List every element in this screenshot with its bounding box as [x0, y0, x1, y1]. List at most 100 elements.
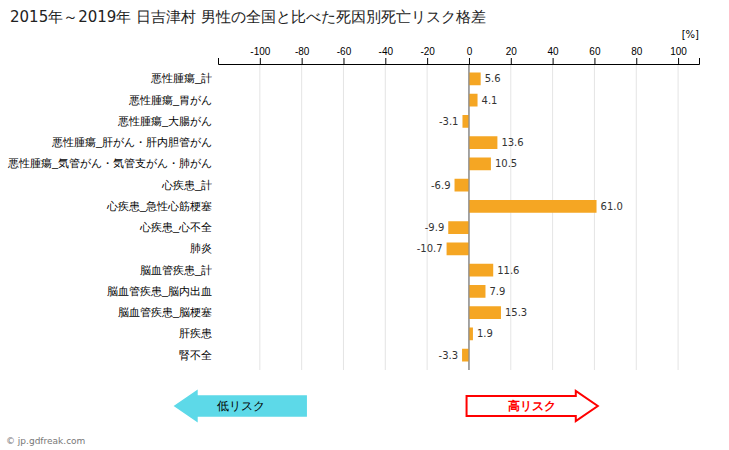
y-tick-label: 腎不全 — [179, 349, 212, 361]
data-label: 61.0 — [601, 201, 623, 212]
data-label: 4.1 — [482, 95, 498, 106]
bar — [469, 306, 501, 319]
x-tick-label: -80 — [295, 46, 310, 57]
y-tick: 肝疾患 — [179, 327, 212, 339]
plot: 5.64.1-3.113.610.5-6.961.0-9.9-10.711.67… — [7, 46, 700, 370]
x-tick: 40 — [548, 46, 560, 64]
y-axis: 悪性腫瘍_計悪性腫瘍_胃がん悪性腫瘍_大腸がん悪性腫瘍_肝がん・肝内胆管がん悪性… — [7, 72, 212, 360]
grid-line — [343, 64, 344, 370]
x-tick: 100 — [670, 46, 687, 64]
x-tick-label: 20 — [506, 46, 518, 57]
x-tick: -20 — [420, 46, 435, 64]
bar — [469, 94, 478, 107]
x-tick-label: -40 — [379, 46, 394, 57]
y-tick-label: 心疾患_急性心筋梗塞 — [106, 200, 212, 212]
x-tick-mark — [678, 58, 679, 64]
x-tick: 20 — [506, 46, 518, 64]
bar — [469, 200, 597, 213]
data-label: -3.1 — [439, 116, 459, 127]
x-tick-label: 40 — [548, 46, 560, 57]
x-tick: -40 — [379, 46, 394, 64]
x-tick: -100 — [250, 46, 270, 64]
y-tick: 心疾患_計 — [161, 179, 212, 191]
bar — [469, 73, 481, 86]
grid-line — [259, 64, 260, 370]
grid-line — [468, 64, 469, 370]
x-tick: 60 — [589, 46, 601, 64]
x-tick-mark — [385, 58, 386, 64]
x-tick-mark — [427, 58, 428, 64]
data-label: 7.9 — [489, 286, 505, 297]
y-tick-label: 脳血管疾患_計 — [140, 264, 212, 276]
y-tick-label: 悪性腫瘍_胃がん — [128, 94, 212, 106]
bar — [469, 264, 493, 277]
x-tick: -60 — [337, 46, 352, 64]
bar — [469, 136, 497, 149]
unit-label: [%] — [682, 29, 699, 40]
grid-line — [510, 64, 511, 370]
y-tick: 悪性腫瘍_大腸がん — [117, 115, 212, 127]
bar — [462, 349, 469, 362]
data-label: -9.9 — [425, 222, 445, 233]
x-axis-line — [219, 58, 700, 65]
y-tick-label: 肝疾患 — [179, 327, 212, 339]
chart-container: 5.64.1-3.113.610.5-6.961.0-9.9-10.711.67… — [0, 0, 729, 450]
grid-line — [552, 64, 553, 370]
x-tick-label: -100 — [250, 46, 270, 57]
y-tick-label: 悪性腫瘍_気管がん・気管支がん・肺がん — [7, 157, 212, 169]
data-label: -3.3 — [439, 350, 459, 361]
data-label: -10.7 — [417, 243, 443, 254]
bar — [469, 328, 473, 341]
y-tick: 心疾患_急性心筋梗塞 — [106, 200, 212, 212]
x-tick-mark — [469, 58, 470, 64]
x-tick-mark — [343, 58, 344, 64]
x-tick-label: -60 — [337, 46, 352, 57]
x-tick-mark — [302, 58, 303, 64]
bar — [469, 285, 486, 298]
y-tick: 脳血管疾患_脳梗塞 — [118, 306, 212, 318]
x-tick-label: -20 — [420, 46, 435, 57]
y-tick-label: 肺炎 — [190, 242, 212, 254]
chart-svg: 5.64.1-3.113.610.5-6.961.0-9.9-10.711.67… — [0, 0, 729, 450]
x-tick: -80 — [295, 46, 310, 64]
x-tick-label: 100 — [670, 46, 687, 57]
y-tick-label: 脳血管疾患_脳内出血 — [107, 285, 212, 297]
y-tick: 脳血管疾患_脳内出血 — [107, 285, 212, 297]
copyright: © jp.gdfreak.com — [6, 436, 85, 446]
x-tick: 80 — [631, 46, 643, 64]
grid-line — [427, 64, 428, 370]
y-tick: 心疾患_心不全 — [139, 221, 212, 233]
y-tick-label: 心疾患_心不全 — [139, 221, 212, 233]
bar — [462, 115, 468, 128]
data-labels: 5.64.1-3.113.610.5-6.961.0-9.9-10.711.67… — [417, 73, 623, 360]
zero-line — [468, 64, 469, 370]
y-tick-label: 心疾患_計 — [161, 179, 212, 191]
grid-line — [678, 64, 679, 370]
grid-line — [594, 64, 595, 370]
grid-line — [636, 64, 637, 370]
y-tick: 腎不全 — [179, 349, 212, 361]
data-label: 11.6 — [497, 265, 519, 276]
data-label: 13.6 — [501, 137, 523, 148]
grid-line — [385, 64, 386, 370]
y-tick: 肺炎 — [190, 242, 212, 254]
y-tick: 悪性腫瘍_胃がん — [128, 94, 212, 106]
y-tick-label: 悪性腫瘍_肝がん・肝内胆管がん — [51, 136, 212, 148]
y-tick: 悪性腫瘍_肝がん・肝内胆管がん — [51, 136, 212, 148]
bar — [469, 158, 491, 171]
y-tick: 脳血管疾患_計 — [140, 264, 212, 276]
x-tick-mark — [260, 58, 261, 64]
y-tick-label: 脳血管疾患_脳梗塞 — [118, 306, 212, 318]
bar — [455, 179, 469, 192]
x-tick-mark — [511, 58, 512, 64]
low-risk-arrow — [175, 391, 306, 421]
x-tick-label: 0 — [467, 46, 473, 57]
data-label: 5.6 — [485, 73, 501, 84]
bar — [448, 221, 469, 234]
x-tick-label: 80 — [631, 46, 643, 57]
data-label: -6.9 — [431, 180, 451, 191]
title: 2015年～2019年 日吉津村 男性の全国と比べた死因別死亡リスク格差 — [10, 8, 486, 26]
low-risk-text: 低リスク — [217, 399, 265, 413]
high-risk-arrow — [467, 391, 598, 421]
x-tick-mark — [594, 58, 595, 64]
